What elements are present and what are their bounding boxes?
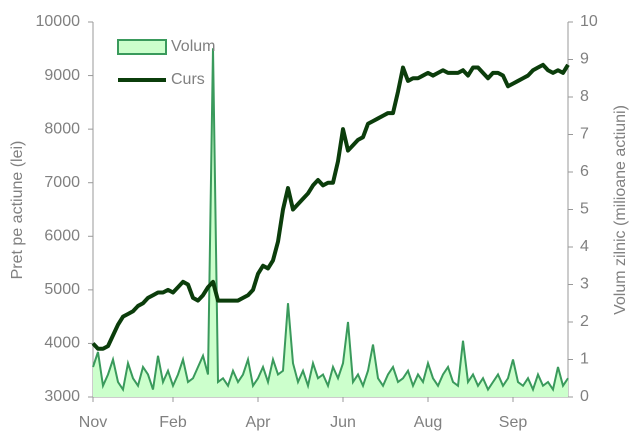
x-tick-label: Feb bbox=[159, 414, 187, 431]
y-tick-label: 8000 bbox=[44, 120, 80, 137]
y2-tick-label: 0 bbox=[580, 388, 589, 405]
y-tick-label: 7000 bbox=[44, 174, 80, 191]
y2-tick-label: 8 bbox=[580, 88, 589, 105]
x-tick-label: Jun bbox=[330, 414, 356, 431]
y-tick-label: 5000 bbox=[44, 281, 80, 298]
y-tick-label: 3000 bbox=[44, 388, 80, 405]
volume-area-fill bbox=[93, 48, 568, 397]
y2-tick-label: 2 bbox=[580, 313, 589, 330]
y2-tick-label: 1 bbox=[580, 351, 589, 368]
y2-tick-label: 10 bbox=[580, 13, 598, 30]
y2-axis-title: Volum zilnic (milioane actiuni) bbox=[612, 105, 629, 315]
y-tick-label: 6000 bbox=[44, 228, 80, 245]
x-tick-label: Nov bbox=[79, 414, 107, 431]
y2-tick-label: 5 bbox=[580, 201, 589, 218]
legend-swatch bbox=[117, 39, 167, 55]
legend-label: Volum bbox=[171, 38, 215, 55]
legend-label: Curs bbox=[171, 71, 205, 88]
x-tick-label: Aug bbox=[414, 414, 442, 431]
y2-tick-label: 9 bbox=[580, 51, 589, 68]
y-axis-title: Pret pe actiune (lei) bbox=[9, 141, 26, 280]
x-tick-label: Sep bbox=[499, 414, 528, 431]
y2-tick-label: 4 bbox=[580, 238, 589, 255]
volume-line bbox=[92, 48, 569, 393]
price-line bbox=[91, 62, 570, 351]
y2-tick-label: 3 bbox=[580, 276, 589, 293]
y-tick-label: 10000 bbox=[36, 13, 81, 30]
y-tick-label: 9000 bbox=[44, 67, 80, 84]
y2-tick-label: 7 bbox=[580, 126, 589, 143]
y2-tick-label: 6 bbox=[580, 163, 589, 180]
y-tick-label: 4000 bbox=[44, 335, 80, 352]
x-tick-label: Apr bbox=[246, 414, 272, 431]
